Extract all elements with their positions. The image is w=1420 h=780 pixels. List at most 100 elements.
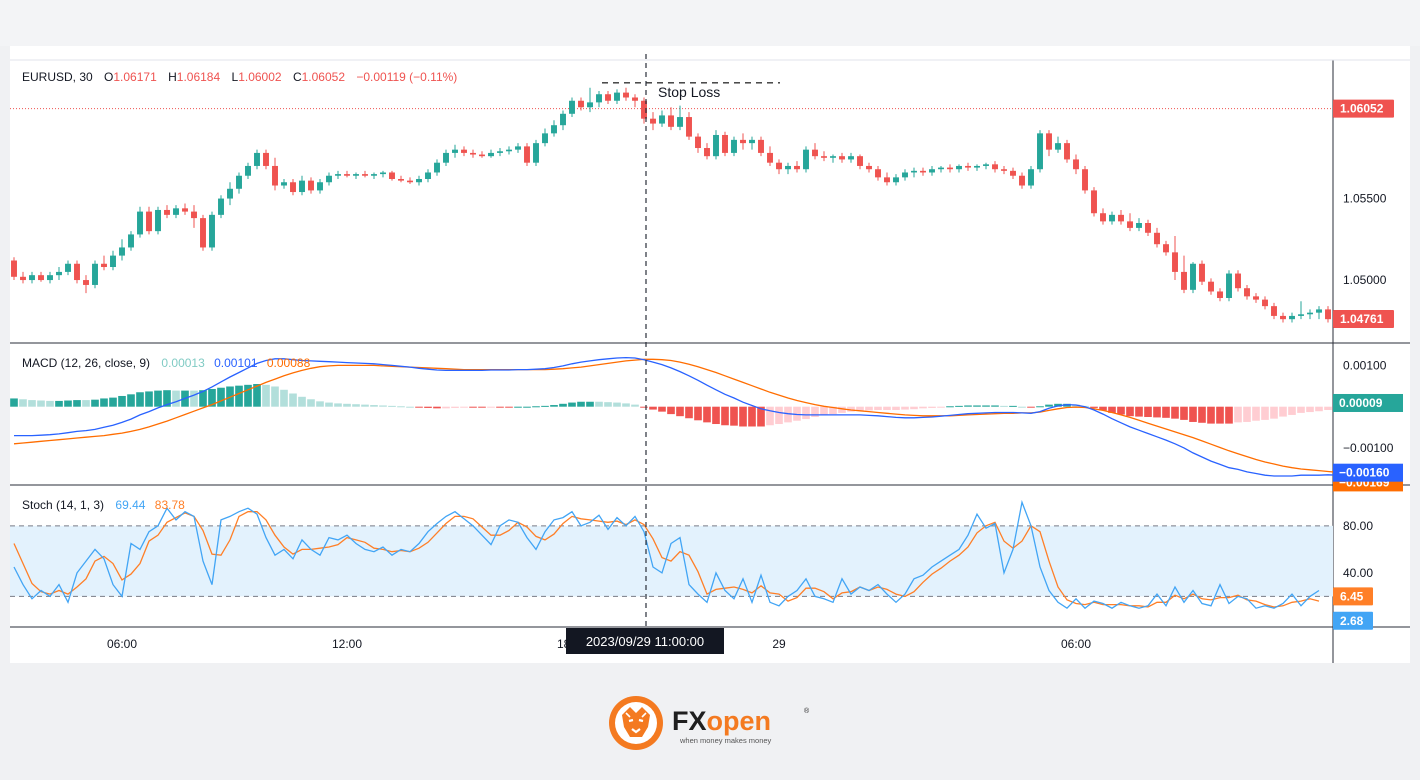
macd-hist-bar [631, 404, 639, 407]
candle-body [1190, 263, 1196, 290]
candle [344, 170, 350, 178]
candle [299, 175, 305, 196]
macd-hist-bar [1018, 406, 1026, 408]
candle [146, 206, 152, 235]
candle [56, 267, 62, 281]
trading-chart[interactable]: Stop Loss EURUSD, 30 O1.06171 H1.06184 L… [10, 46, 1410, 663]
candle-body [191, 211, 197, 219]
price-tick-label: 1.05500 [1343, 192, 1387, 206]
macd-hist-bar [1225, 406, 1233, 424]
price-pane[interactable]: Stop Loss EURUSD, 30 O1.06171 H1.06184 L… [10, 70, 1394, 329]
candle-body [200, 218, 206, 248]
stoch-axis[interactable]: 80.00 40.00 6.45 2.68 [1333, 519, 1373, 630]
candle-body [74, 263, 80, 281]
candle [1073, 154, 1079, 175]
candle [758, 136, 764, 157]
candle [110, 250, 116, 271]
macd-hist-bar [1324, 406, 1332, 410]
macd-hist-bar [154, 390, 162, 407]
macd-hist-bar [892, 406, 900, 410]
candle [884, 172, 890, 186]
candle [389, 170, 395, 181]
macd-hist-bar [829, 406, 837, 415]
stoch-legend: Stoch (14, 1, 3) 69.44 83.78 [22, 498, 185, 512]
logo-registered: ® [804, 707, 810, 715]
candle-body [1082, 169, 1088, 191]
macd-hist-bar [847, 406, 855, 412]
candle-body [983, 164, 989, 166]
candle-body [1208, 281, 1214, 292]
candle-body [164, 209, 170, 215]
macd-hist-bar [1306, 406, 1314, 413]
candle [83, 275, 89, 294]
candle-body [1163, 244, 1169, 253]
candle [1298, 301, 1304, 320]
stoch-pane[interactable]: Stoch (14, 1, 3) 69.44 83.78 80.00 40.00 6… [10, 498, 1373, 630]
candle [875, 165, 881, 181]
candle-body [956, 165, 962, 170]
macd-hist-bar [856, 406, 864, 411]
candle-body [578, 100, 584, 108]
candle [173, 205, 179, 219]
macd-hist-tag-text: 0.00009 [1339, 396, 1383, 410]
candle-body [974, 165, 980, 168]
macd-hist-bar [982, 405, 990, 407]
candle [1028, 165, 1034, 189]
candle [1091, 187, 1097, 217]
chart-card[interactable]: Stop Loss EURUSD, 30 O1.06171 H1.06184 L… [10, 46, 1410, 663]
macd-pane[interactable]: MACD (12, 26, close, 9) 0.00013 0.00101 … [10, 356, 1403, 492]
candle-body [569, 100, 575, 114]
candle [1316, 306, 1322, 320]
macd-hist-bar [280, 389, 288, 407]
macd-hist-bar [1189, 406, 1197, 422]
candle [1010, 167, 1016, 179]
candle-body [731, 139, 737, 153]
chart-frame [10, 59, 1410, 663]
macd-hist-bar [523, 406, 531, 408]
candle [1001, 165, 1007, 175]
candle [326, 172, 332, 186]
candle-body [1091, 190, 1097, 214]
macd-hist-bar [190, 390, 198, 407]
candle [1217, 288, 1223, 302]
macd-hist-bar [73, 400, 81, 407]
macd-hist-bar [1261, 406, 1269, 420]
candle [668, 107, 674, 131]
candle-body [614, 92, 620, 101]
candle [650, 112, 656, 131]
macd-hist-bar [478, 406, 486, 408]
price-axis[interactable]: 1.05500 1.05000 1.06052 1.04761 [1333, 99, 1394, 329]
candle-body [1289, 315, 1295, 320]
candle-body [452, 149, 458, 153]
candle-body [1136, 223, 1142, 228]
candle [866, 162, 872, 173]
candle [443, 149, 449, 166]
candle-body [560, 113, 566, 126]
macd-hist-bar [208, 388, 216, 407]
macd-hist-bar [1270, 406, 1278, 419]
low-label: L [232, 70, 239, 84]
macd-hist-bar [163, 390, 171, 407]
candle-body [1325, 309, 1331, 320]
candle-body [785, 165, 791, 170]
candle [245, 162, 251, 179]
candle [1082, 165, 1088, 194]
fxopen-logo[interactable]: FXopen ® when money makes money [608, 693, 818, 753]
macd-hist-bar [1207, 406, 1215, 424]
candle [830, 154, 836, 163]
candle-body [317, 182, 323, 191]
macd-hist-bar [874, 406, 882, 410]
macd-hist-bar [1216, 406, 1224, 424]
candle [47, 271, 53, 284]
macd-hist-bar [100, 398, 108, 407]
candle [497, 148, 503, 157]
candle-body [992, 164, 998, 170]
macd-hist-bar [1117, 406, 1125, 415]
price-tick-label: 1.05000 [1343, 273, 1387, 287]
candle-body [596, 94, 602, 103]
candle [191, 205, 197, 228]
macd-tick-label: −0.00100 [1343, 441, 1394, 455]
candle [416, 175, 422, 186]
